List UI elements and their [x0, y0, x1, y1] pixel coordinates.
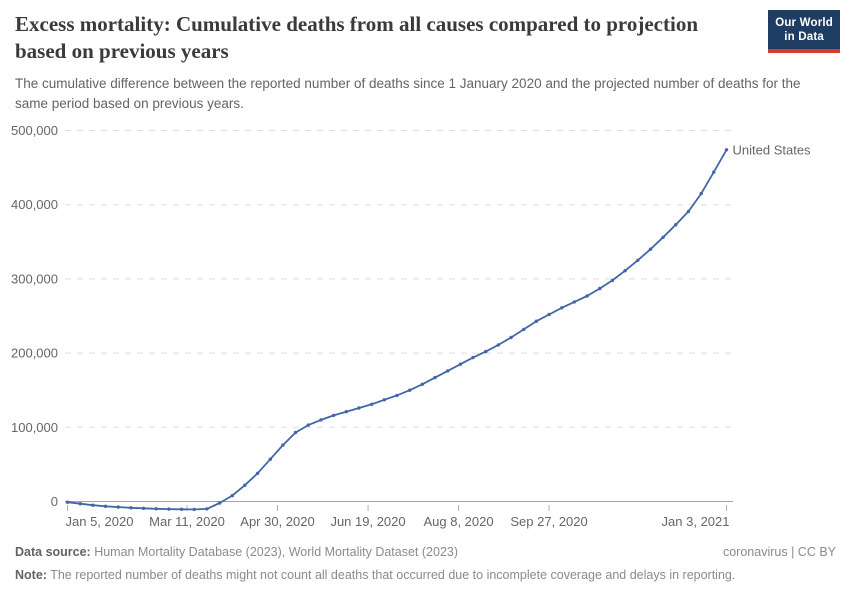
- owid-logo-line1: Our World: [775, 17, 833, 29]
- data-point-marker[interactable]: [268, 457, 272, 461]
- data-point-marker[interactable]: [547, 312, 551, 317]
- chart-title: Excess mortality: Cumulative deaths from…: [15, 12, 699, 63]
- data-point-marker[interactable]: [230, 493, 234, 498]
- data-point-marker[interactable]: [712, 170, 716, 174]
- x-tick-label: Jan 5, 2020: [66, 514, 134, 529]
- y-tick-label: 100,000: [11, 420, 58, 435]
- data-source: Data source: Human Mortality Database (2…: [15, 544, 458, 561]
- data-point-marker[interactable]: [319, 418, 323, 422]
- x-tick-label: Sep 27, 2020: [510, 514, 587, 529]
- data-point-marker[interactable]: [293, 430, 298, 435]
- data-point-marker[interactable]: [395, 393, 399, 398]
- data-point-marker[interactable]: [306, 423, 310, 427]
- data-point-marker[interactable]: [496, 343, 501, 347]
- data-point-marker[interactable]: [509, 335, 513, 340]
- data-point-marker[interactable]: [370, 402, 374, 406]
- data-point-marker[interactable]: [534, 319, 539, 323]
- data-source-label: Data source:: [15, 545, 91, 559]
- data-point-marker[interactable]: [458, 362, 463, 366]
- data-point-marker[interactable]: [154, 507, 158, 511]
- y-tick-label: 300,000: [11, 271, 58, 286]
- data-point-marker[interactable]: [623, 269, 627, 273]
- data-point-marker[interactable]: [192, 507, 196, 512]
- x-tick-label: Apr 30, 2020: [240, 514, 314, 529]
- data-point-marker[interactable]: [408, 388, 412, 392]
- license-links[interactable]: coronavirus | CC BY: [722, 545, 836, 559]
- data-point-marker[interactable]: [331, 413, 336, 418]
- x-tick-label: Jan 3, 2021: [662, 514, 730, 529]
- data-point-marker[interactable]: [610, 278, 615, 283]
- data-point-marker[interactable]: [572, 300, 577, 304]
- x-tick-label: Aug 8, 2020: [423, 514, 493, 529]
- data-point-marker[interactable]: [103, 504, 108, 508]
- owid-logo-line2: in Data: [784, 31, 824, 43]
- series-line[interactable]: [66, 148, 728, 511]
- data-point-marker[interactable]: [141, 506, 146, 510]
- data-point-marker[interactable]: [699, 191, 703, 196]
- data-point-marker[interactable]: [91, 503, 95, 507]
- y-tick-label: 400,000: [11, 197, 58, 212]
- x-tick-label: Mar 11, 2020: [149, 514, 225, 529]
- data-source-text: Human Mortality Database (2023), World M…: [90, 545, 459, 559]
- data-point-marker[interactable]: [167, 507, 171, 511]
- x-tick-label: Jun 19, 2020: [330, 514, 405, 529]
- data-point-marker[interactable]: [420, 382, 424, 386]
- data-point-marker[interactable]: [446, 369, 450, 373]
- data-point-marker[interactable]: [648, 247, 653, 251]
- data-point-marker[interactable]: [560, 306, 564, 310]
- data-point-marker[interactable]: [724, 148, 729, 152]
- y-tick-label: 200,000: [11, 346, 58, 361]
- excess-mortality-line-chart[interactable]: 0 100,000 200,000 300,000 400,000 500,000 Jan …: [0, 118, 850, 542]
- data-point-marker[interactable]: [433, 375, 437, 380]
- data-point-marker[interactable]: [129, 506, 133, 510]
- data-point-marker[interactable]: [281, 443, 285, 447]
- data-point-marker[interactable]: [585, 294, 589, 298]
- data-point-marker[interactable]: [522, 327, 526, 332]
- data-point-marker[interactable]: [484, 349, 488, 354]
- chart-subtitle: The cumulative difference between the re…: [15, 76, 801, 111]
- data-point-marker[interactable]: [65, 500, 70, 504]
- data-point-marker[interactable]: [598, 286, 602, 291]
- data-point-marker[interactable]: [116, 505, 120, 509]
- data-point-marker[interactable]: [471, 355, 475, 360]
- data-point-marker[interactable]: [686, 209, 691, 214]
- data-point-marker[interactable]: [674, 223, 678, 227]
- data-point-marker[interactable]: [243, 483, 247, 487]
- data-point-marker[interactable]: [636, 258, 640, 262]
- footnote: Note: The reported number of deaths migh…: [15, 567, 836, 584]
- data-point-marker[interactable]: [661, 235, 665, 239]
- data-point-marker[interactable]: [217, 501, 222, 505]
- chart-footer: Data source: Human Mortality Database (2…: [15, 544, 836, 584]
- y-tick-label: 0: [51, 494, 58, 509]
- data-point-marker[interactable]: [78, 502, 82, 506]
- data-point-marker[interactable]: [205, 507, 209, 511]
- data-point-marker[interactable]: [357, 406, 361, 410]
- data-point-marker[interactable]: [382, 398, 386, 402]
- footnote-text: The reported number of deaths might not …: [46, 568, 736, 582]
- footnote-label: Note:: [15, 568, 47, 582]
- series-end-label[interactable]: United States: [733, 142, 812, 157]
- data-point-marker[interactable]: [179, 507, 184, 511]
- owid-logo[interactable]: Our World in Data: [768, 10, 840, 53]
- data-point-marker[interactable]: [344, 410, 348, 414]
- y-tick-label: 500,000: [11, 123, 58, 138]
- data-point-marker[interactable]: [255, 471, 260, 475]
